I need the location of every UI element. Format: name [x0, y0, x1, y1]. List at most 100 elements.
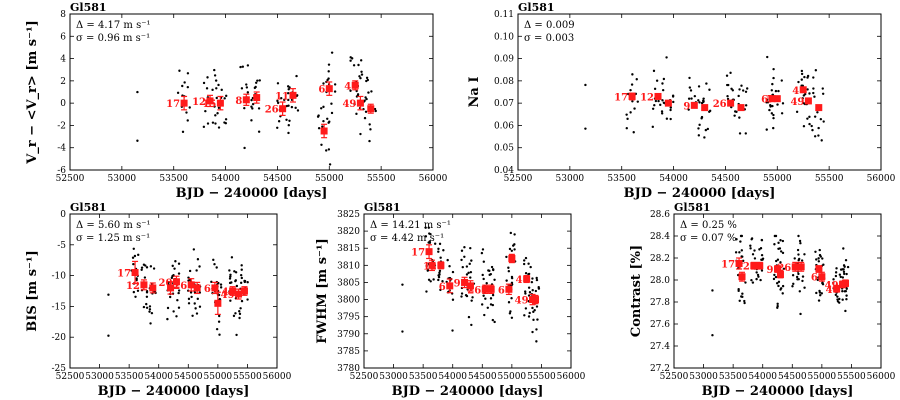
- data-point: [461, 265, 464, 269]
- data-point: [749, 247, 752, 250]
- data-point: [206, 122, 210, 125]
- x-tick-label: 53500: [159, 174, 188, 184]
- y-tick-label: 0: [60, 99, 66, 109]
- data-point: [193, 302, 196, 305]
- data-point: [322, 119, 325, 123]
- data-point: [355, 89, 358, 93]
- data-point: [333, 83, 337, 86]
- data-point: [368, 139, 371, 143]
- data-point: [191, 314, 194, 317]
- data-point: [190, 295, 193, 299]
- data-point: [773, 234, 777, 238]
- y-axis-label: V_r − <V_r> [m s⁻¹]: [25, 20, 40, 165]
- data-point: [808, 122, 811, 126]
- binned-point: [738, 273, 746, 281]
- y-axis-label: Contrast [%]: [629, 245, 644, 337]
- data-point: [819, 294, 822, 297]
- data-point: [800, 72, 804, 76]
- data-point: [224, 118, 228, 121]
- data-point: [148, 310, 151, 313]
- data-point: [285, 118, 288, 122]
- data-point: [469, 246, 472, 250]
- data-point: [507, 270, 511, 273]
- data-point: [486, 306, 489, 309]
- data-point: [841, 290, 844, 293]
- data-point: [772, 76, 775, 80]
- data-point: [240, 276, 244, 280]
- data-point: [522, 262, 526, 266]
- data-point: [781, 239, 785, 243]
- data-point: [238, 310, 241, 313]
- data-point: [232, 314, 236, 318]
- data-point: [771, 82, 774, 86]
- data-point: [215, 96, 218, 100]
- data-point: [286, 85, 290, 88]
- data-point: [327, 70, 330, 73]
- data-point: [166, 306, 170, 310]
- x-tick-label: 55500: [527, 372, 556, 382]
- data-point: [744, 90, 748, 93]
- data-point: [286, 91, 290, 95]
- data-point: [238, 316, 241, 320]
- data-point: [836, 298, 839, 301]
- data-point: [630, 83, 634, 86]
- binned-point: [325, 85, 333, 93]
- data-point: [143, 276, 147, 279]
- data-point: [426, 268, 430, 271]
- data-point: [697, 134, 701, 137]
- data-point: [808, 92, 811, 95]
- data-point: [535, 328, 538, 331]
- binned-point: [791, 263, 799, 271]
- binned-point: [180, 99, 188, 107]
- data-point: [277, 120, 281, 123]
- y-tick-label: 0.08: [494, 77, 514, 87]
- plot-frame: [363, 213, 572, 369]
- data-point: [704, 128, 708, 132]
- binned-point: [214, 299, 222, 307]
- season-count-label: 9: [683, 101, 690, 112]
- data-point: [253, 86, 257, 90]
- season-count-label: 4: [826, 285, 833, 296]
- data-point: [234, 312, 237, 315]
- data-point: [181, 84, 184, 88]
- binned-point: [211, 284, 219, 292]
- y-axis-label: Na I: [467, 77, 482, 108]
- y-tick-label: -10: [52, 272, 67, 282]
- data-point: [359, 76, 362, 80]
- data-point: [776, 258, 780, 261]
- data-point: [211, 121, 215, 124]
- data-point: [531, 306, 534, 310]
- data-point: [177, 306, 181, 309]
- data-point: [845, 298, 848, 301]
- data-point: [225, 94, 228, 98]
- data-point: [797, 253, 800, 256]
- data-point: [531, 277, 534, 280]
- data-point: [687, 97, 691, 100]
- data-point: [808, 115, 811, 119]
- data-point: [507, 266, 510, 269]
- data-point: [813, 115, 817, 118]
- data-point: [510, 276, 514, 280]
- panel-title: Gl581: [364, 201, 401, 214]
- data-point: [738, 116, 741, 119]
- data-point: [816, 111, 819, 114]
- data-point: [328, 163, 332, 166]
- data-point: [145, 266, 149, 269]
- data-point: [438, 269, 442, 273]
- data-point: [797, 234, 800, 238]
- data-point: [326, 78, 329, 82]
- data-point: [427, 278, 431, 282]
- data-point: [795, 275, 799, 279]
- data-point: [442, 249, 445, 252]
- y-tick-label: -25: [52, 364, 67, 374]
- data-point: [523, 259, 526, 262]
- data-point: [364, 110, 368, 114]
- data-point: [513, 248, 516, 251]
- binned-point: [776, 271, 784, 278]
- data-point: [508, 312, 512, 315]
- y-tick-label: 3825: [337, 210, 360, 220]
- data-point: [725, 83, 729, 87]
- data-point: [451, 298, 455, 301]
- x-tick-label: 54000: [438, 372, 467, 382]
- data-point: [738, 299, 741, 302]
